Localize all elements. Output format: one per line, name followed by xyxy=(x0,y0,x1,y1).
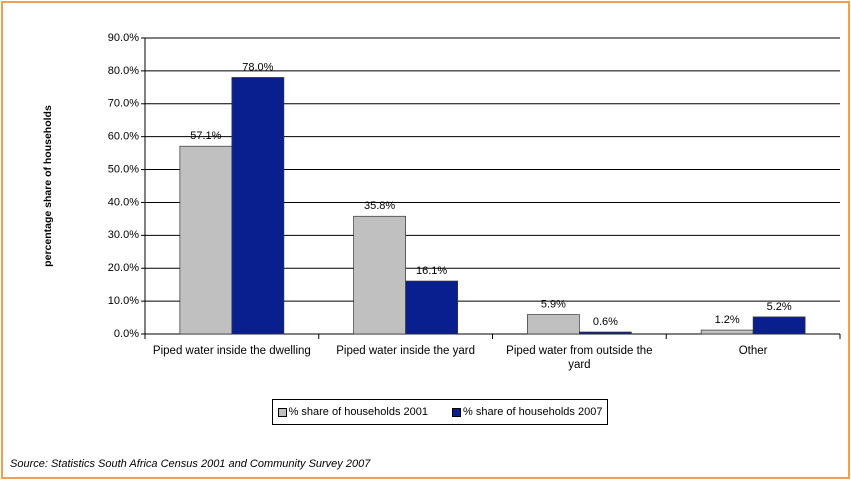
y-tick-label: 80.0% xyxy=(108,65,139,77)
bar xyxy=(405,280,458,335)
data-label: 5.2% xyxy=(767,301,792,313)
bar xyxy=(579,331,632,335)
bar xyxy=(179,145,233,335)
data-label: 1.2% xyxy=(715,314,740,326)
y-tick-label: 20.0% xyxy=(108,262,139,274)
y-axis-title: percentage share of households xyxy=(42,105,54,267)
data-label: 0.6% xyxy=(593,316,618,328)
data-label: 35.8% xyxy=(364,200,395,212)
bar xyxy=(527,314,580,335)
data-label: 78.0% xyxy=(242,61,273,73)
y-tick-label: 60.0% xyxy=(108,131,139,143)
legend-label: % share of households 2001 xyxy=(288,406,428,418)
data-label: 16.1% xyxy=(416,265,447,277)
data-label: 57.1% xyxy=(190,130,221,142)
legend: % share of households 2001 % share of hou… xyxy=(272,399,608,425)
y-tick-label: 90.0% xyxy=(108,32,139,44)
bar xyxy=(700,329,754,335)
y-tick-label: 30.0% xyxy=(108,229,139,241)
x-tick-label: Piped water inside the yard xyxy=(336,345,475,357)
bar xyxy=(231,77,285,335)
y-tick-label: 50.0% xyxy=(108,163,139,175)
x-tick-label: Piped water from outside the yard xyxy=(506,345,653,371)
y-tick-label: 10.0% xyxy=(108,295,139,307)
x-tick-label: Piped water inside the dwelling xyxy=(152,345,311,357)
legend-item: % share of households 2007 xyxy=(452,406,602,418)
bar xyxy=(353,215,406,335)
legend-label: % share of households 2007 xyxy=(463,406,603,418)
legend-item: % share of households 2001 xyxy=(277,406,428,418)
x-tick-label: Other xyxy=(738,345,768,357)
bar xyxy=(752,316,806,335)
data-label: 5.9% xyxy=(541,299,566,311)
y-tick-label: 70.0% xyxy=(108,98,139,110)
source: Source: Statistics South Africa Census 2… xyxy=(10,458,371,470)
legend-swatch xyxy=(277,407,287,417)
y-tick-label: 40.0% xyxy=(108,196,139,208)
y-tick-label: 0.0% xyxy=(114,328,139,340)
legend-swatch xyxy=(452,407,461,417)
